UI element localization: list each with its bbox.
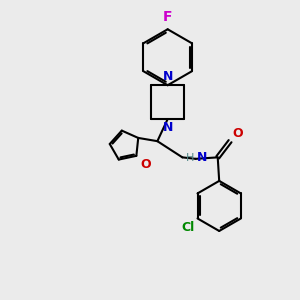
Text: Cl: Cl <box>181 221 195 234</box>
Text: F: F <box>163 10 172 24</box>
Text: N: N <box>163 121 173 134</box>
Text: N: N <box>163 70 173 83</box>
Text: O: O <box>140 158 151 171</box>
Text: H: H <box>186 153 194 163</box>
Text: N: N <box>197 151 208 164</box>
Text: O: O <box>232 127 243 140</box>
